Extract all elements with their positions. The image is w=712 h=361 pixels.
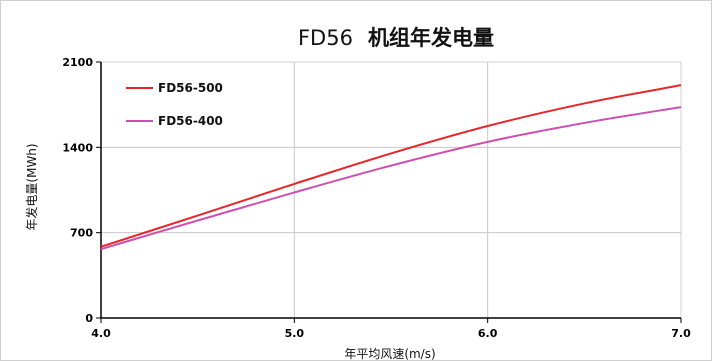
axes <box>96 61 682 323</box>
x-axis-label: 年平均风速(m/s) <box>344 347 435 361</box>
x-tick-label-1: 5.0 <box>285 327 305 340</box>
series-line-fd56-500 <box>100 84 682 248</box>
x-tick-label-0: 4.0 <box>91 327 111 340</box>
plot-area-border <box>100 61 682 319</box>
y-tick-label-2: 1400 <box>62 141 93 154</box>
series-line-fd56-400 <box>100 106 682 251</box>
chart-title-prefix: FD56 <box>298 26 353 50</box>
x-tick-label-2: 6.0 <box>478 327 498 340</box>
legend-label-0: FD56-500 <box>158 81 223 95</box>
grid-lines <box>100 61 682 319</box>
tick-labels: 0 700 1400 2100 4.0 5.0 6.0 7.0 <box>62 56 691 340</box>
legend-label-1: FD56-400 <box>158 114 223 128</box>
legend: FD56-500 FD56-400 <box>126 81 223 128</box>
x-tick-label-3: 7.0 <box>671 327 691 340</box>
y-tick-label-0: 0 <box>85 312 93 325</box>
chart-title: FD56 机组年发电量 <box>298 26 494 50</box>
y-tick-label-3: 2100 <box>62 56 93 69</box>
chart-title-suffix: 机组年发电量 <box>368 26 494 50</box>
series-lines <box>100 84 682 251</box>
y-axis-label: 年发电量(MWh) <box>24 143 39 230</box>
y-tick-label-1: 700 <box>70 227 93 240</box>
